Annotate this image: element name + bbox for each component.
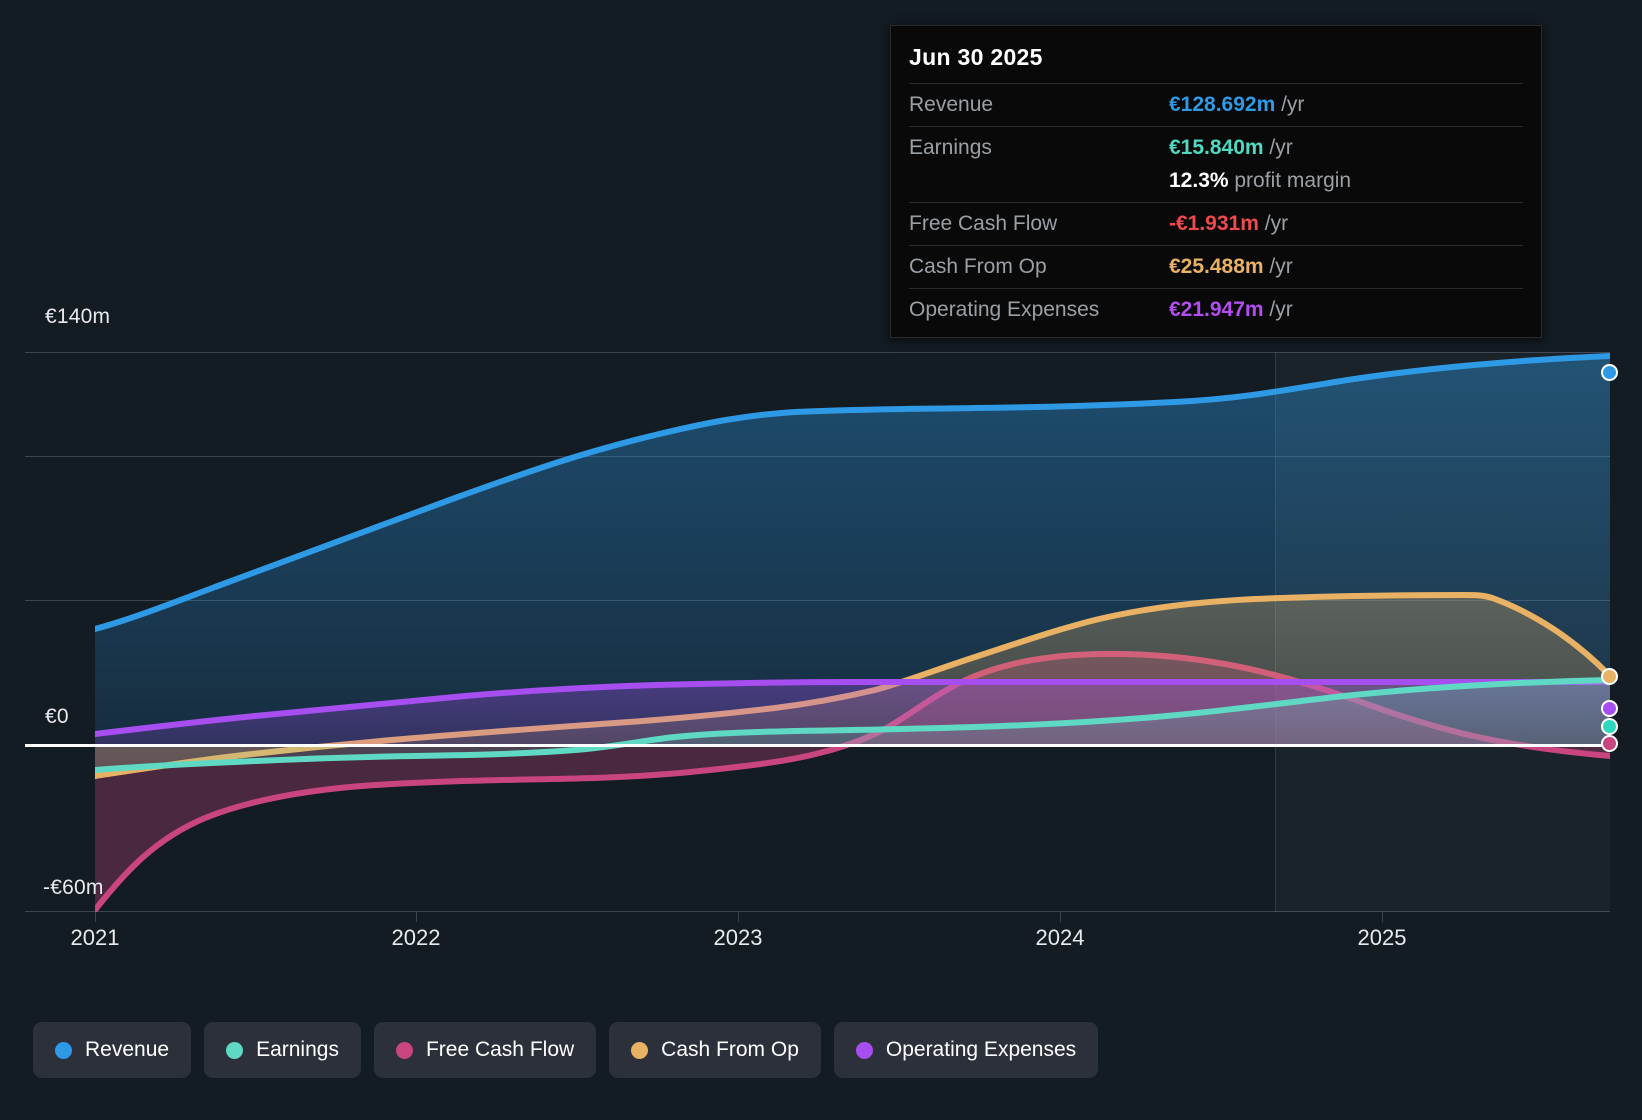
x-axis-label-2021: 2021 — [70, 925, 120, 950]
chart-plot-area — [95, 353, 1610, 912]
tooltip-label-profit-margin — [909, 169, 1169, 203]
gridline-140m — [25, 352, 1610, 353]
tooltip-value-profit-margin: 12.3% — [1169, 169, 1229, 192]
gridline-minus60m — [25, 911, 1610, 912]
x-axis-label-2024: 2024 — [1035, 925, 1085, 950]
tooltip-row-free-cash-flow: Free Cash Flow -€1.931m /yr — [909, 202, 1523, 246]
tooltip-unit-cash-from-op: /yr — [1263, 255, 1293, 278]
tooltip-label-earnings: Earnings — [909, 126, 1169, 169]
x-axis-label-2023: 2023 — [713, 925, 763, 950]
tooltip-unit-operating-expenses: /yr — [1263, 298, 1293, 321]
tooltip-value-revenue: €128.692m — [1169, 93, 1276, 116]
x-tick-2025 — [1382, 912, 1383, 922]
endpoint-dot-earnings[interactable] — [1601, 718, 1618, 735]
tooltip-row-operating-expenses: Operating Expenses €21.947m /yr — [909, 288, 1523, 331]
series-line-revenue — [95, 353, 1610, 632]
hover-tooltip: Jun 30 2025 Revenue €128.692m /yr Earnin… — [890, 25, 1542, 338]
legend-label-revenue: Revenue — [85, 1038, 170, 1061]
x-tick-2024 — [1060, 912, 1061, 922]
tooltip-unit-free-cash-flow: /yr — [1258, 212, 1289, 235]
tooltip-date: Jun 30 2025 — [909, 44, 1043, 70]
tooltip-value-earnings: €15.840m — [1169, 136, 1264, 159]
legend-swatch-operating-expenses-icon — [855, 1041, 873, 1059]
endpoint-dot-free-cash-flow[interactable] — [1601, 735, 1618, 752]
x-axis-label-2025: 2025 — [1357, 925, 1407, 950]
endpoint-dot-revenue[interactable] — [1601, 364, 1618, 381]
endpoint-dot-cash-from-op[interactable] — [1601, 668, 1618, 685]
legend-swatch-revenue-icon — [55, 1041, 72, 1059]
legend-item-free-cash-flow[interactable]: Free Cash Flow — [373, 1022, 597, 1078]
series-area-earnings — [95, 680, 1610, 770]
legend-item-cash-from-op[interactable]: Cash From Op — [609, 1022, 821, 1078]
tooltip-row-revenue: Revenue €128.692m /yr — [909, 83, 1523, 127]
chart-legend: Revenue Earnings Free Cash Flow Cash Fro… — [33, 1022, 1099, 1078]
legend-label-free-cash-flow: Free Cash Flow — [425, 1038, 575, 1061]
y-axis-label-top: €140m — [45, 305, 111, 328]
x-tick-2022 — [416, 912, 417, 922]
zero-baseline — [25, 744, 1610, 747]
y-axis-label-bottom: -€60m — [43, 876, 104, 899]
tooltip-value-operating-expenses: €21.947m — [1169, 298, 1264, 321]
tooltip-unit-earnings: /yr — [1263, 136, 1293, 159]
legend-label-earnings: Earnings — [256, 1038, 339, 1061]
legend-swatch-cash-from-op-icon — [631, 1041, 649, 1059]
endpoint-dot-operating-expenses[interactable] — [1601, 700, 1618, 717]
tooltip-row-earnings: Earnings €15.840m /yr — [909, 126, 1523, 169]
tooltip-label-operating-expenses: Operating Expenses — [909, 288, 1169, 331]
tooltip-value-cash-from-op: €25.488m — [1169, 255, 1264, 278]
tooltip-row-profit-margin: 12.3% profit margin — [909, 169, 1523, 203]
legend-label-cash-from-op: Cash From Op — [661, 1038, 799, 1061]
y-axis-gutter — [0, 352, 95, 912]
tooltip-label-revenue: Revenue — [909, 83, 1169, 127]
series-line-earnings — [95, 677, 1610, 773]
y-axis-label-zero: €0 — [45, 705, 69, 728]
legend-item-earnings[interactable]: Earnings — [204, 1022, 361, 1078]
tooltip-value-free-cash-flow: -€1.931m — [1169, 212, 1259, 235]
x-tick-2021 — [95, 912, 96, 922]
right-gutter — [1610, 352, 1642, 912]
tooltip-label-cash-from-op: Cash From Op — [909, 245, 1169, 289]
legend-item-revenue[interactable]: Revenue — [33, 1022, 192, 1078]
tooltip-table: Revenue €128.692m /yr Earnings €15.840m … — [909, 83, 1523, 331]
series-line-operating-expenses — [95, 679, 1610, 737]
tooltip-label-free-cash-flow: Free Cash Flow — [909, 202, 1169, 246]
tooltip-unit-profit-margin: profit margin — [1228, 169, 1352, 192]
legend-swatch-free-cash-flow-icon — [395, 1041, 413, 1059]
legend-swatch-earnings-icon — [226, 1041, 244, 1059]
x-tick-2023 — [738, 912, 739, 922]
tooltip-row-cash-from-op: Cash From Op €25.488m /yr — [909, 245, 1523, 289]
legend-label-operating-expenses: Operating Expenses — [885, 1038, 1077, 1061]
x-axis-label-2022: 2022 — [391, 925, 441, 950]
legend-item-operating-expenses[interactable]: Operating Expenses — [833, 1022, 1099, 1078]
tooltip-unit-revenue: /yr — [1275, 93, 1305, 116]
